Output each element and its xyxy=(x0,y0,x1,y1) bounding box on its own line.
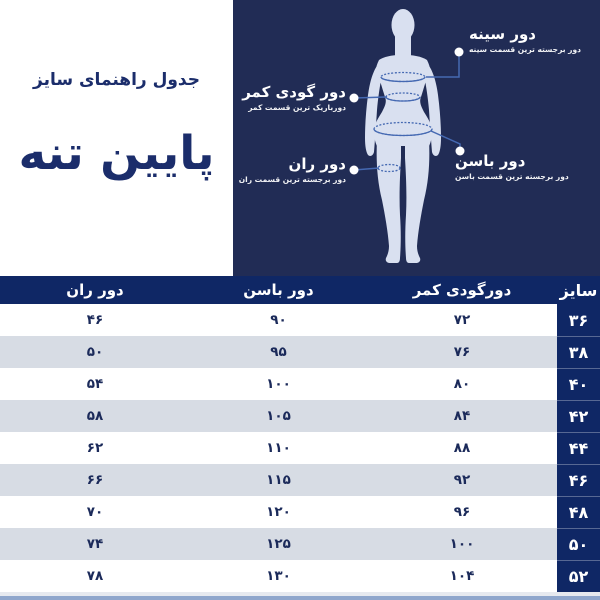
bottom-accent-line xyxy=(0,596,600,600)
body-diagram-panel: دور سینه دور برجسته ترین قسمت سینه دور گ… xyxy=(233,0,600,276)
cell-thigh: ۷۸ xyxy=(86,568,104,584)
cell-waist: ۸۸ xyxy=(453,440,471,456)
table-row: ۶۶ ۱۱۵ ۹۲ ۴۶ xyxy=(0,464,600,496)
table-row: ۷۸ ۱۳۰ ۱۰۴ ۵۲ xyxy=(0,560,600,592)
hip-measure-arc xyxy=(373,128,433,137)
cell-hip: ۹۵ xyxy=(270,344,287,360)
table-row: ۵۴ ۱۰۰ ۸۰ ۴۰ xyxy=(0,368,600,400)
waist-point-dot xyxy=(349,93,359,103)
table-row: ۷۰ ۱۲۰ ۹۶ ۴۸ xyxy=(0,496,600,528)
table-row: ۴۶ ۹۰ ۷۲ ۳۶ xyxy=(0,304,600,336)
cell-thigh: ۵۸ xyxy=(86,408,104,424)
thigh-label-subtitle: دور برجسته ترین قسمت ران xyxy=(238,174,346,184)
cell-thigh: ۴۶ xyxy=(86,312,104,328)
cell-hip: ۱۱۰ xyxy=(266,440,291,456)
waist-callout-line xyxy=(353,96,388,99)
thigh-measure-ellipse xyxy=(377,163,401,173)
hip-point-dot xyxy=(455,146,465,156)
silhouette-right-leg xyxy=(405,140,430,263)
hip-label: دور باسن دور برجسته ترین قسمت باسن xyxy=(455,153,569,181)
cell-size: ۴۶ xyxy=(557,464,600,496)
page-title: پایین تنه xyxy=(18,126,215,181)
hip-label-subtitle: دور برجسته ترین قسمت باسن xyxy=(455,171,569,181)
cell-size: ۵۰ xyxy=(557,528,600,560)
cell-hip: ۱۰۵ xyxy=(266,408,291,424)
table-row: ۷۴ ۱۲۵ ۱۰۰ ۵۰ xyxy=(0,528,600,560)
waist-measure-arc xyxy=(385,96,421,102)
cell-waist: ۸۴ xyxy=(453,408,471,424)
bottom-strip xyxy=(0,592,600,596)
cell-thigh: ۷۴ xyxy=(86,536,104,552)
thigh-point-dot xyxy=(349,165,359,175)
waist-label-subtitle: دورباریک ترین قسمت کمر xyxy=(248,102,346,112)
cell-size: ۵۲ xyxy=(557,560,600,592)
cell-hip: ۱۲۵ xyxy=(266,536,291,552)
chest-label-title: دور سینه xyxy=(469,25,536,43)
cell-size: ۴۲ xyxy=(557,400,600,432)
cell-waist: ۸۰ xyxy=(453,376,471,392)
silhouette-left-arm xyxy=(365,62,383,156)
cell-hip: ۱۲۰ xyxy=(266,504,291,520)
header-size: سایز xyxy=(559,280,598,300)
chest-callout-line xyxy=(426,52,460,78)
header-thigh: دور ران xyxy=(66,281,124,299)
chest-label: دور سینه دور برجسته ترین قسمت سینه xyxy=(469,26,581,54)
cell-waist: ۱۰۰ xyxy=(449,536,475,552)
table-row: ۶۲ ۱۱۰ ۸۸ ۴۴ xyxy=(0,432,600,464)
waist-label-title: دور گودی کمر xyxy=(242,83,346,101)
silhouette-left-leg xyxy=(376,140,401,263)
silhouette-right-arm xyxy=(423,62,441,156)
size-table: ۴۶ ۹۰ ۷۲ ۳۶ ۵۰ ۹۵ ۷۶ ۳۸ ۵۴ ۱۰۰ ۸۰ ۴۰ ۵۸ … xyxy=(0,304,600,592)
chest-measure-arc xyxy=(380,76,426,83)
guide-subtitle: جدول راهنمای سایز xyxy=(33,70,200,90)
cell-size: ۴۸ xyxy=(557,496,600,528)
cell-size: ۳۶ xyxy=(557,304,600,336)
table-row: ۵۰ ۹۵ ۷۶ ۳۸ xyxy=(0,336,600,368)
cell-size: ۳۸ xyxy=(557,336,600,368)
table-header-row: دور ران دور باسن دورگودی کمر سایز xyxy=(0,276,600,304)
title-panel: جدول راهنمای سایز پایین تنه xyxy=(0,0,233,276)
cell-thigh: ۵۰ xyxy=(86,344,104,360)
cell-thigh: ۷۰ xyxy=(86,504,104,520)
chest-point-dot xyxy=(454,47,464,57)
cell-waist: ۷۲ xyxy=(453,312,471,328)
chest-label-subtitle: دور برجسته ترین قسمت سینه xyxy=(469,44,582,54)
cell-hip: ۱۳۰ xyxy=(266,568,291,584)
cell-hip: ۱۱۵ xyxy=(266,472,291,488)
cell-thigh: ۵۴ xyxy=(86,376,104,392)
header-hip: دور باسن xyxy=(243,281,314,299)
table-row: ۵۸ ۱۰۵ ۸۴ ۴۲ xyxy=(0,400,600,432)
thigh-label-title: دور ران xyxy=(288,155,346,173)
cell-size: ۴۰ xyxy=(557,368,600,400)
silhouette-head xyxy=(391,9,415,41)
cell-waist: ۹۲ xyxy=(453,472,471,488)
cell-size: ۴۴ xyxy=(557,432,600,464)
cell-waist: ۱۰۴ xyxy=(449,568,475,584)
body-silhouette-diagram xyxy=(349,9,465,263)
cell-thigh: ۶۶ xyxy=(86,472,104,488)
cell-waist: ۷۶ xyxy=(453,344,471,360)
cell-hip: ۱۰۰ xyxy=(266,376,291,392)
cell-waist: ۹۶ xyxy=(453,504,471,520)
header-waist: دورگودی کمر xyxy=(412,281,512,299)
cell-thigh: ۶۲ xyxy=(86,440,104,456)
waist-label: دور گودی کمر دورباریک ترین قسمت کمر xyxy=(242,84,346,112)
thigh-label: دور ران دور برجسته ترین قسمت ران xyxy=(239,156,346,184)
silhouette-neck xyxy=(395,34,411,58)
cell-hip: ۹۰ xyxy=(270,312,287,328)
hip-label-title: دور باسن xyxy=(455,152,526,170)
